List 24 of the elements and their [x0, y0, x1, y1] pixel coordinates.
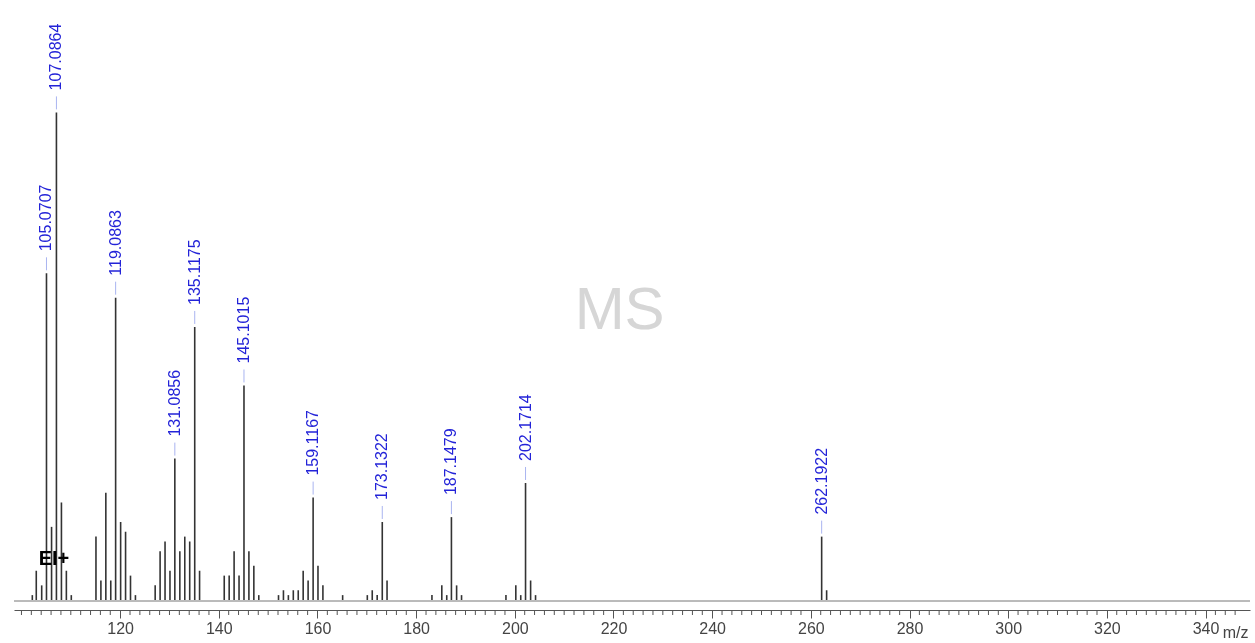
x-tick-label: 240	[699, 619, 727, 637]
x-tick-label: 320	[1094, 619, 1121, 637]
x-tick-label: 280	[896, 619, 924, 637]
x-tick-label: 340	[1192, 619, 1220, 637]
annotation: 202.1714	[516, 394, 534, 461]
x-tick-label: 140	[205, 619, 233, 637]
x-tick-label: 180	[403, 619, 431, 637]
annotation: 107.0864	[47, 23, 65, 91]
annotation: 173.1322	[373, 433, 391, 500]
x-tick-label: 160	[304, 619, 332, 637]
annotation: 187.1479	[442, 428, 460, 496]
annotation: 145.1015	[234, 296, 252, 364]
x-tick-label: 220	[600, 619, 628, 637]
annotation: 105.0707	[37, 184, 55, 252]
annotation: 262.1922	[812, 447, 830, 515]
x-tick-label: 120	[107, 619, 135, 637]
x-tick-label: 300	[995, 619, 1023, 637]
x-tick-label: 200	[501, 619, 529, 637]
annotation: 119.0863	[106, 210, 124, 276]
x-tick-label: 260	[797, 619, 825, 637]
annotation: 135.1175	[185, 239, 203, 305]
annotation: 159.1167	[304, 409, 322, 476]
annotation: 131.0856	[165, 369, 183, 437]
x-axis-title: m/z	[1222, 623, 1249, 641]
